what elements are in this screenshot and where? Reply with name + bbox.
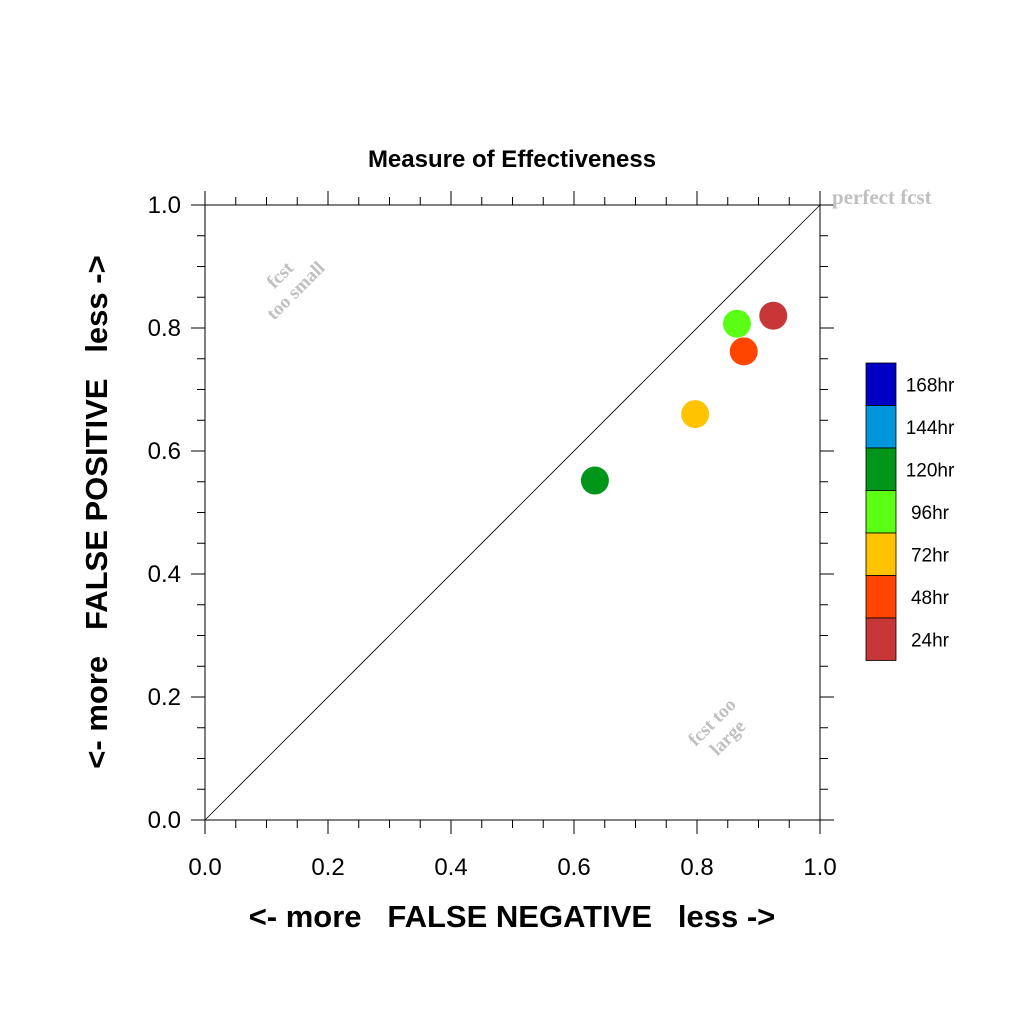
fcst-too-small-label: fcst too small: [263, 257, 330, 324]
perfect-fcst-label: perfect fcst: [832, 185, 932, 209]
point-48hr: [729, 337, 758, 366]
y-tick-label: 0.0: [148, 807, 181, 834]
diagonal-reference-line: [204, 204, 821, 821]
fcst-too-large-label: fcst too large: [684, 694, 750, 760]
legend-label-96hr: 96hr: [911, 503, 950, 524]
legend-swatch-144hr: [865, 405, 897, 449]
legend-swatch-96hr: [865, 490, 897, 534]
y-axis-label: <- more FALSE POSITIVE less ->: [79, 255, 114, 768]
legend-swatch-120hr: [865, 447, 897, 491]
legend: 168hr 144hr 120hr 96hr 72hr 48hr 24hr: [865, 362, 955, 661]
y-tick-label: 1.0: [148, 192, 181, 219]
point-120hr: [580, 466, 609, 495]
chart-title: Measure of Effectiveness: [368, 146, 656, 173]
axis-tick-labels: 0.0 0.2 0.4 0.6 0.8 1.0 0.0 0.2 0.4 0.6 0.8 1.0: [148, 192, 837, 881]
x-axis-label: <- more FALSE NEGATIVE less ->: [249, 899, 776, 934]
x-tick-label: 0.8: [680, 854, 713, 881]
legend-label-168hr: 168hr: [906, 375, 955, 396]
legend-label-120hr: 120hr: [906, 460, 955, 481]
legend-swatch-48hr: [865, 575, 897, 619]
legend-label-144hr: 144hr: [906, 418, 955, 439]
x-tick-label: 0.6: [557, 854, 590, 881]
legend-label-48hr: 48hr: [911, 588, 950, 609]
plot-frame: [204, 204, 821, 821]
point-24hr: [759, 301, 788, 330]
x-tick-label: 0.4: [434, 854, 467, 881]
point-72hr: [681, 400, 710, 429]
x-tick-label: 1.0: [803, 854, 836, 881]
data-points: [580, 301, 788, 495]
axis-ticks: [191, 191, 834, 834]
legend-swatch-72hr: [865, 532, 897, 576]
y-tick-label: 0.2: [148, 684, 181, 711]
point-96hr: [722, 309, 751, 338]
x-tick-label: 0.2: [311, 854, 344, 881]
y-tick-label: 0.4: [148, 561, 181, 588]
legend-swatch-24hr: [865, 617, 897, 661]
legend-swatch-168hr: [865, 362, 897, 406]
y-tick-label: 0.6: [148, 438, 181, 465]
legend-label-24hr: 24hr: [911, 630, 950, 651]
x-tick-label: 0.0: [188, 854, 221, 881]
legend-label-72hr: 72hr: [911, 545, 950, 566]
y-tick-label: 0.8: [148, 315, 181, 342]
